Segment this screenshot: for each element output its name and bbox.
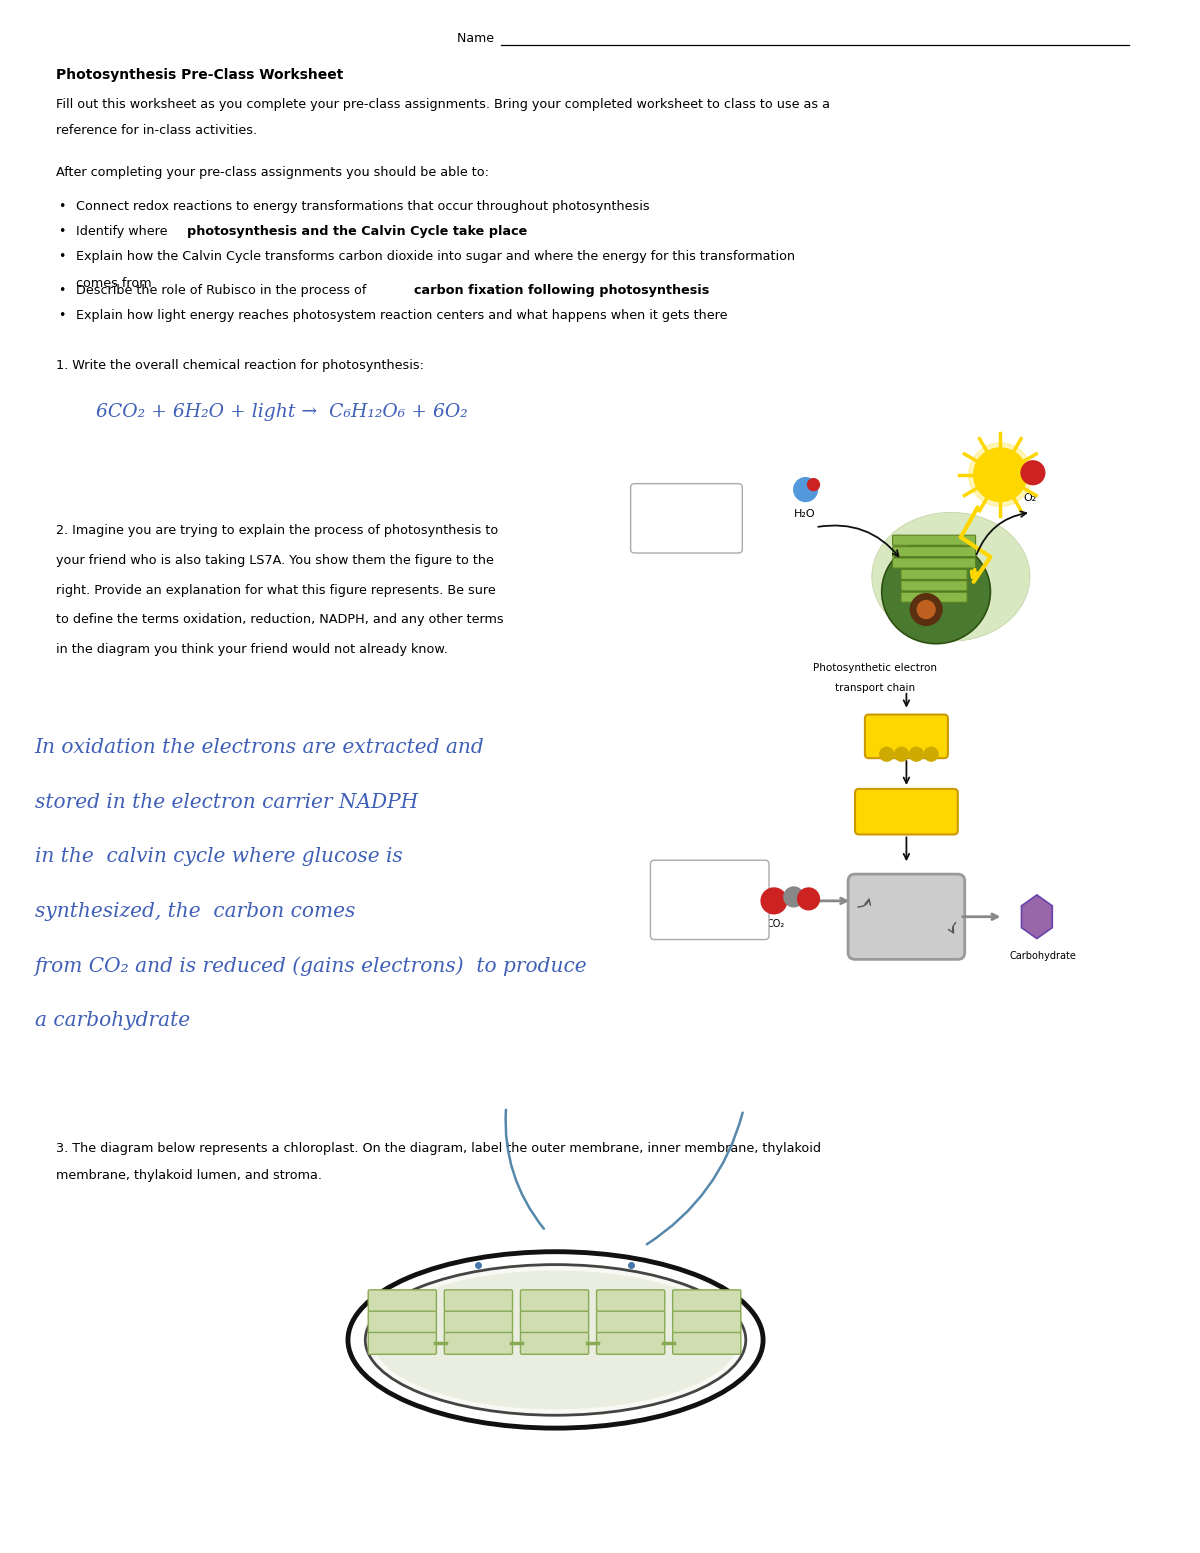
Text: •: • bbox=[59, 284, 66, 298]
Text: as a by-product: as a by-product bbox=[642, 536, 718, 545]
Circle shape bbox=[1021, 461, 1045, 485]
Text: 6CO₂ + 6H₂O + light →  C₆H₁₂O₆ + 6O₂: 6CO₂ + 6H₂O + light → C₆H₁₂O₆ + 6O₂ bbox=[96, 404, 468, 421]
FancyBboxPatch shape bbox=[673, 1332, 740, 1354]
Text: Connect redox reactions to energy transformations that occur throughout photosyn: Connect redox reactions to energy transf… bbox=[76, 200, 649, 213]
Text: H₂O: H₂O bbox=[793, 509, 815, 519]
FancyBboxPatch shape bbox=[893, 536, 976, 545]
FancyBboxPatch shape bbox=[444, 1311, 512, 1332]
Circle shape bbox=[761, 888, 787, 913]
Text: After completing your pre-class assignments you should be able to:: After completing your pre-class assignme… bbox=[56, 166, 490, 179]
Text: in the  calvin cycle where glucose is: in the calvin cycle where glucose is bbox=[35, 848, 402, 867]
Text: •: • bbox=[59, 225, 66, 238]
Text: In oxidation the electrons are extracted and: In oxidation the electrons are extracted… bbox=[35, 738, 485, 758]
Text: ATP: ATP bbox=[894, 727, 918, 736]
Text: membrane, thylakoid lumen, and stroma.: membrane, thylakoid lumen, and stroma. bbox=[56, 1169, 323, 1182]
Circle shape bbox=[924, 747, 938, 761]
FancyBboxPatch shape bbox=[901, 581, 967, 590]
FancyBboxPatch shape bbox=[596, 1311, 665, 1332]
FancyBboxPatch shape bbox=[596, 1332, 665, 1354]
FancyBboxPatch shape bbox=[673, 1311, 740, 1332]
Circle shape bbox=[784, 887, 804, 907]
Text: Name: Name bbox=[457, 31, 498, 45]
Text: cycle: cycle bbox=[883, 919, 913, 932]
Text: carbon fixation following photosynthesis: carbon fixation following photosynthesis bbox=[414, 284, 709, 298]
Ellipse shape bbox=[373, 1270, 738, 1409]
FancyBboxPatch shape bbox=[631, 483, 743, 553]
FancyBboxPatch shape bbox=[596, 1291, 665, 1312]
Text: right. Provide an explanation for what this figure represents. Be sure: right. Provide an explanation for what t… bbox=[56, 584, 496, 596]
Text: carbohydrates: carbohydrates bbox=[661, 913, 732, 924]
Text: in the diagram you think your friend would not already know.: in the diagram you think your friend wou… bbox=[56, 643, 448, 657]
Text: O₂: O₂ bbox=[1024, 492, 1037, 503]
Text: a carbohydrate: a carbohydrate bbox=[35, 1011, 190, 1030]
Text: Photosynthetic electron: Photosynthetic electron bbox=[812, 663, 937, 672]
Text: O₂ produced: O₂ produced bbox=[642, 522, 702, 533]
Ellipse shape bbox=[348, 1252, 763, 1429]
Text: Reduction: Reduction bbox=[661, 871, 721, 881]
Text: stored in the electron carrier NADPH: stored in the electron carrier NADPH bbox=[35, 794, 418, 812]
Text: Carbohydrate: Carbohydrate bbox=[1009, 952, 1076, 961]
Text: reference for in-class activities.: reference for in-class activities. bbox=[56, 124, 258, 137]
Circle shape bbox=[917, 601, 935, 618]
Polygon shape bbox=[1021, 895, 1052, 938]
Text: photosynthesis and the Calvin Cycle take place: photosynthesis and the Calvin Cycle take… bbox=[187, 225, 527, 238]
Ellipse shape bbox=[882, 539, 990, 643]
FancyBboxPatch shape bbox=[368, 1332, 437, 1354]
Text: Explain how the Calvin Cycle transforms carbon dioxide into sugar and where the : Explain how the Calvin Cycle transforms … bbox=[76, 250, 796, 262]
Text: transport chain: transport chain bbox=[835, 683, 914, 693]
FancyBboxPatch shape bbox=[521, 1311, 589, 1332]
Text: Oxidation: Oxidation bbox=[642, 494, 698, 505]
FancyBboxPatch shape bbox=[444, 1291, 512, 1312]
Text: to define the terms oxidation, reduction, NADPH, and any other terms: to define the terms oxidation, reduction… bbox=[56, 613, 504, 626]
FancyBboxPatch shape bbox=[673, 1291, 740, 1312]
Circle shape bbox=[894, 747, 908, 761]
Text: Fill out this worksheet as you complete your pre-class assignments. Bring your c: Fill out this worksheet as you complete … bbox=[56, 98, 830, 112]
FancyBboxPatch shape bbox=[444, 1332, 512, 1354]
FancyBboxPatch shape bbox=[865, 714, 948, 758]
Circle shape bbox=[910, 747, 923, 761]
Circle shape bbox=[968, 443, 1032, 506]
Text: comes from: comes from bbox=[76, 276, 151, 289]
Text: •: • bbox=[59, 200, 66, 213]
Text: NADPH: NADPH bbox=[878, 804, 926, 818]
Text: •: • bbox=[59, 309, 66, 321]
Circle shape bbox=[880, 747, 894, 761]
FancyBboxPatch shape bbox=[521, 1332, 589, 1354]
Text: Identify where: Identify where bbox=[76, 225, 172, 238]
Ellipse shape bbox=[365, 1264, 745, 1415]
Text: CO₂: CO₂ bbox=[767, 919, 785, 929]
Text: of water, with: of water, with bbox=[642, 509, 709, 519]
Text: Describe the role of Rubisco in the process of: Describe the role of Rubisco in the proc… bbox=[76, 284, 371, 298]
Text: synthesized, the  carbon comes: synthesized, the carbon comes bbox=[35, 902, 355, 921]
Text: 3. The diagram below represents a chloroplast. On the diagram, label the outer m: 3. The diagram below represents a chloro… bbox=[56, 1141, 821, 1155]
Ellipse shape bbox=[872, 512, 1030, 641]
FancyBboxPatch shape bbox=[521, 1291, 589, 1312]
Text: Photosynthesis Pre-Class Worksheet: Photosynthesis Pre-Class Worksheet bbox=[56, 68, 343, 82]
Circle shape bbox=[798, 888, 820, 910]
Circle shape bbox=[973, 447, 1027, 502]
Text: your friend who is also taking LS7A. You show them the figure to the: your friend who is also taking LS7A. You… bbox=[56, 554, 494, 567]
FancyBboxPatch shape bbox=[650, 860, 769, 940]
FancyBboxPatch shape bbox=[893, 547, 976, 556]
FancyBboxPatch shape bbox=[368, 1291, 437, 1312]
Circle shape bbox=[793, 478, 817, 502]
Circle shape bbox=[911, 593, 942, 626]
FancyBboxPatch shape bbox=[368, 1311, 437, 1332]
FancyBboxPatch shape bbox=[901, 592, 967, 603]
Text: 2. Imagine you are trying to explain the process of photosynthesis to: 2. Imagine you are trying to explain the… bbox=[56, 525, 499, 537]
Text: from CO₂ and is reduced (gains electrons)  to produce: from CO₂ and is reduced (gains electrons… bbox=[35, 957, 587, 975]
FancyBboxPatch shape bbox=[848, 874, 965, 960]
FancyBboxPatch shape bbox=[901, 570, 967, 579]
Text: Explain how light energy reaches photosystem reaction centers and what happens w: Explain how light energy reaches photosy… bbox=[76, 309, 727, 321]
FancyBboxPatch shape bbox=[856, 789, 958, 834]
Text: to form: to form bbox=[661, 899, 697, 910]
Circle shape bbox=[808, 478, 820, 491]
FancyBboxPatch shape bbox=[893, 558, 976, 568]
Text: 1. Write the overall chemical reaction for photosynthesis:: 1. Write the overall chemical reaction f… bbox=[56, 359, 425, 371]
Text: •: • bbox=[59, 250, 66, 262]
Text: Calvin: Calvin bbox=[883, 899, 919, 912]
Text: of CO₂: of CO₂ bbox=[661, 887, 692, 896]
